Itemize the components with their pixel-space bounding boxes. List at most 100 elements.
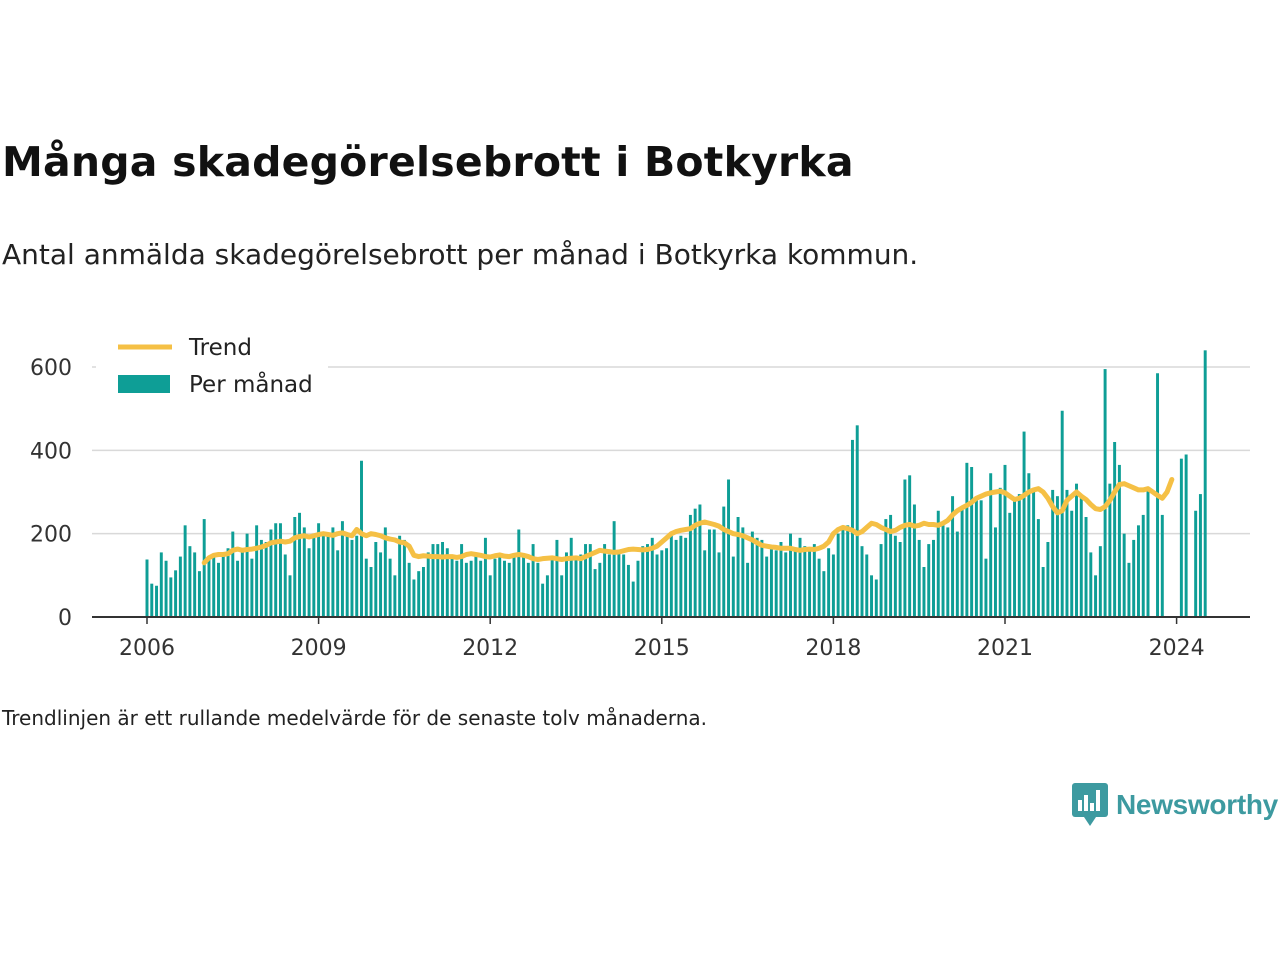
bar: [874, 579, 878, 617]
bar: [779, 542, 783, 617]
bar: [970, 467, 974, 617]
bar: [769, 548, 773, 617]
legend: Trend Per månad: [96, 330, 328, 408]
footnote: Trendlinjen är ett rullande medelvärde f…: [2, 706, 708, 730]
bar: [927, 544, 931, 617]
bar: [250, 558, 254, 617]
bar: [541, 583, 545, 617]
newsworthy-logo-icon: [1072, 783, 1108, 826]
bar: [426, 552, 430, 617]
x-tick-label: 2012: [462, 636, 518, 661]
bar: [255, 525, 259, 617]
bar: [1051, 489, 1055, 617]
bar: [259, 539, 263, 617]
bar: [893, 535, 897, 617]
bar: [912, 504, 916, 617]
bar: [951, 496, 955, 617]
legend-bars-swatch: [118, 375, 170, 393]
bar: [903, 479, 907, 617]
bar: [550, 556, 554, 617]
bar: [989, 473, 993, 617]
bar: [202, 519, 206, 617]
bar: [588, 544, 592, 617]
bar: [188, 546, 192, 617]
bar: [974, 498, 978, 617]
bar: [336, 550, 340, 617]
bar: [603, 544, 607, 617]
bar: [159, 552, 163, 617]
bar: [1070, 510, 1074, 617]
bar: [1003, 464, 1007, 617]
bar: [512, 554, 516, 617]
bar: [593, 569, 597, 617]
y-tick-label: 200: [30, 523, 72, 548]
trend-line-group: [201, 477, 1175, 566]
bar: [364, 558, 368, 617]
bar: [789, 533, 792, 617]
bar: [1132, 539, 1136, 617]
newsworthy-logo: Newsworthy: [1072, 782, 1278, 828]
bar: [483, 537, 487, 617]
bar: [922, 567, 926, 617]
bar: [579, 554, 583, 617]
chart-subtitle: Antal anmälda skadegörelsebrott per måna…: [2, 238, 919, 271]
bar: [493, 558, 497, 617]
bar: [531, 544, 535, 617]
bar: [212, 554, 216, 617]
bar: [569, 537, 573, 617]
bar: [283, 554, 287, 617]
bar: [707, 529, 711, 617]
bar: [1027, 473, 1031, 617]
bar: [836, 533, 840, 617]
bar: [846, 525, 850, 617]
bar: [703, 550, 707, 617]
bar: [741, 527, 745, 617]
bar: [617, 550, 621, 617]
bar: [517, 529, 521, 617]
bar: [736, 517, 740, 617]
x-tick-label: 2024: [1149, 636, 1205, 661]
bar: [1055, 496, 1059, 617]
y-tick-label: 400: [30, 439, 72, 464]
bar: [822, 571, 826, 617]
bar: [1141, 514, 1145, 617]
bar: [612, 521, 616, 617]
bar: [445, 548, 449, 617]
bar: [998, 487, 1002, 617]
bar: [898, 542, 902, 617]
bar: [684, 537, 688, 617]
bar: [1060, 410, 1064, 617]
bar: [1127, 562, 1131, 617]
bar: [860, 546, 864, 617]
bar: [1160, 514, 1164, 617]
bar: [1032, 492, 1036, 617]
bar: [1036, 519, 1040, 617]
bar: [1013, 500, 1017, 617]
bar: [1194, 510, 1198, 617]
bar: [879, 544, 883, 617]
bar: [221, 552, 225, 617]
bar: [183, 525, 187, 617]
bar: [369, 567, 373, 617]
bar: [417, 571, 421, 617]
bar: [412, 579, 416, 617]
bar: [641, 546, 645, 617]
bar: [908, 475, 912, 617]
bar: [460, 544, 464, 617]
bar: [817, 558, 821, 617]
bar: [507, 562, 511, 617]
bar: [321, 531, 325, 617]
bar: [345, 533, 349, 617]
bar: [560, 575, 564, 617]
bar: [655, 554, 659, 617]
y-tick-label: 600: [30, 356, 72, 381]
bar: [236, 560, 240, 617]
bar: [331, 527, 335, 617]
bar: [688, 514, 692, 617]
bar: [488, 575, 492, 617]
bar: [932, 539, 935, 617]
bar: [607, 554, 611, 617]
bar: [727, 479, 731, 617]
bar: [669, 535, 673, 617]
bar: [936, 510, 940, 617]
